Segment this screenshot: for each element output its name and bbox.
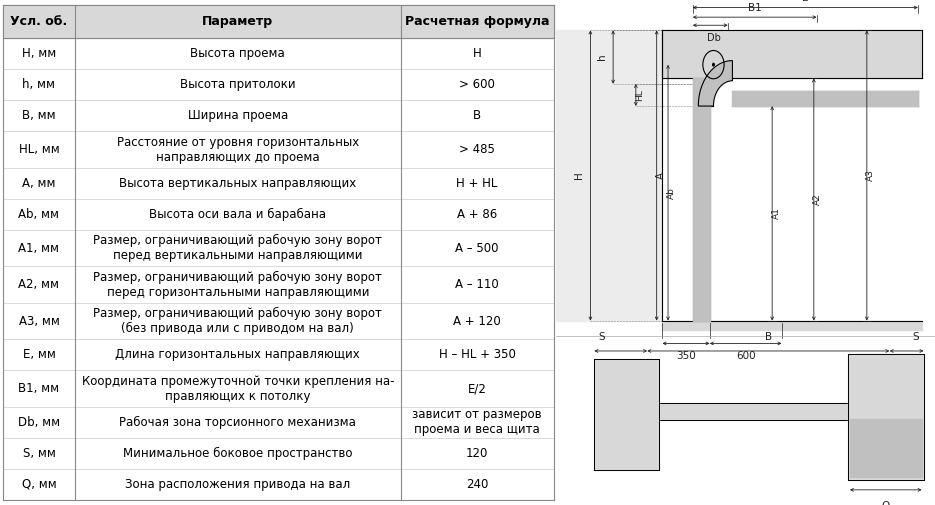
Text: E: E	[802, 0, 809, 3]
Text: Q, мм: Q, мм	[22, 478, 56, 491]
Text: H – HL + 350: H – HL + 350	[439, 348, 515, 361]
Text: A + 120: A + 120	[453, 315, 501, 328]
Text: A2, мм: A2, мм	[19, 278, 60, 291]
Text: Ab: Ab	[668, 187, 676, 198]
Text: Db: Db	[707, 33, 721, 43]
Text: Ab, мм: Ab, мм	[19, 208, 60, 221]
Text: A3, мм: A3, мм	[19, 315, 60, 328]
Text: 350: 350	[676, 351, 696, 361]
Text: Расстояние от уровня горизонтальных
направляющих до проема: Расстояние от уровня горизонтальных напр…	[117, 136, 359, 164]
Text: A2: A2	[813, 193, 822, 206]
Text: Размер, ограничивающий рабочую зону ворот
перед вертикальными направляющими: Размер, ограничивающий рабочую зону воро…	[94, 234, 382, 262]
Text: S, мм: S, мм	[22, 447, 55, 460]
Text: Размер, ограничивающий рабочую зону ворот
перед горизонтальными направляющими: Размер, ограничивающий рабочую зону воро…	[94, 271, 382, 298]
Text: H: H	[473, 47, 482, 60]
Text: A: A	[655, 172, 666, 179]
Text: HL: HL	[635, 89, 644, 101]
Text: > 600: > 600	[459, 78, 495, 91]
Text: h, мм: h, мм	[22, 78, 55, 91]
Text: Ширина проема: Ширина проема	[188, 110, 288, 122]
Polygon shape	[698, 61, 732, 106]
Text: Высота проема: Высота проема	[191, 47, 285, 60]
Text: 120: 120	[466, 447, 488, 460]
Text: Минимальное боковое пространство: Минимальное боковое пространство	[123, 447, 352, 460]
Text: A1, мм: A1, мм	[19, 242, 60, 255]
Text: B1: B1	[748, 3, 761, 13]
Text: E, мм: E, мм	[22, 348, 55, 361]
Text: > 485: > 485	[459, 143, 495, 156]
Text: A – 500: A – 500	[455, 242, 498, 255]
Text: 600: 600	[736, 351, 755, 361]
Text: В, мм: В, мм	[22, 110, 56, 122]
Text: Координата промежуточной точки крепления на-
правляющих к потолку: Координата промежуточной точки крепления…	[81, 375, 394, 402]
Text: B1, мм: B1, мм	[19, 382, 60, 395]
Text: В: В	[473, 110, 482, 122]
Text: A – 110: A – 110	[455, 278, 499, 291]
Circle shape	[712, 63, 715, 67]
Text: Длина горизонтальных направляющих: Длина горизонтальных направляющих	[115, 348, 360, 361]
Text: зависит от размеров
проема и веса щита: зависит от размеров проема и веса щита	[412, 408, 542, 436]
Text: 240: 240	[466, 478, 488, 491]
Text: B: B	[765, 332, 772, 342]
Text: E/2: E/2	[468, 382, 486, 395]
Text: Усл. об.: Усл. об.	[10, 15, 67, 28]
Text: h: h	[597, 54, 607, 61]
Text: Q: Q	[882, 501, 890, 505]
Text: Высота притолоки: Высота притолоки	[180, 78, 295, 91]
Text: H: H	[574, 172, 584, 179]
Text: Зона расположения привода на вал: Зона расположения привода на вал	[125, 478, 351, 491]
Text: H + HL: H + HL	[456, 177, 497, 190]
Text: Рабочая зона торсионного механизма: Рабочая зона торсионного механизма	[120, 416, 356, 429]
Text: Db, мм: Db, мм	[18, 416, 60, 429]
Text: А, мм: А, мм	[22, 177, 56, 190]
Text: H, мм: H, мм	[22, 47, 56, 60]
Text: Высота вертикальных направляющих: Высота вертикальных направляющих	[119, 177, 356, 190]
Text: S: S	[598, 332, 605, 342]
Text: S: S	[913, 332, 919, 342]
Text: Размер, ограничивающий рабочую зону ворот
(без привода или с приводом на вал): Размер, ограничивающий рабочую зону воро…	[94, 307, 382, 335]
Text: A + 86: A + 86	[457, 208, 497, 221]
Text: HL, мм: HL, мм	[19, 143, 59, 156]
Text: Высота оси вала и барабана: Высота оси вала и барабана	[150, 208, 326, 221]
Text: A1: A1	[771, 208, 781, 219]
Text: Расчетная формула: Расчетная формула	[405, 15, 549, 28]
Text: Параметр: Параметр	[202, 15, 273, 28]
Text: A3: A3	[866, 170, 875, 181]
